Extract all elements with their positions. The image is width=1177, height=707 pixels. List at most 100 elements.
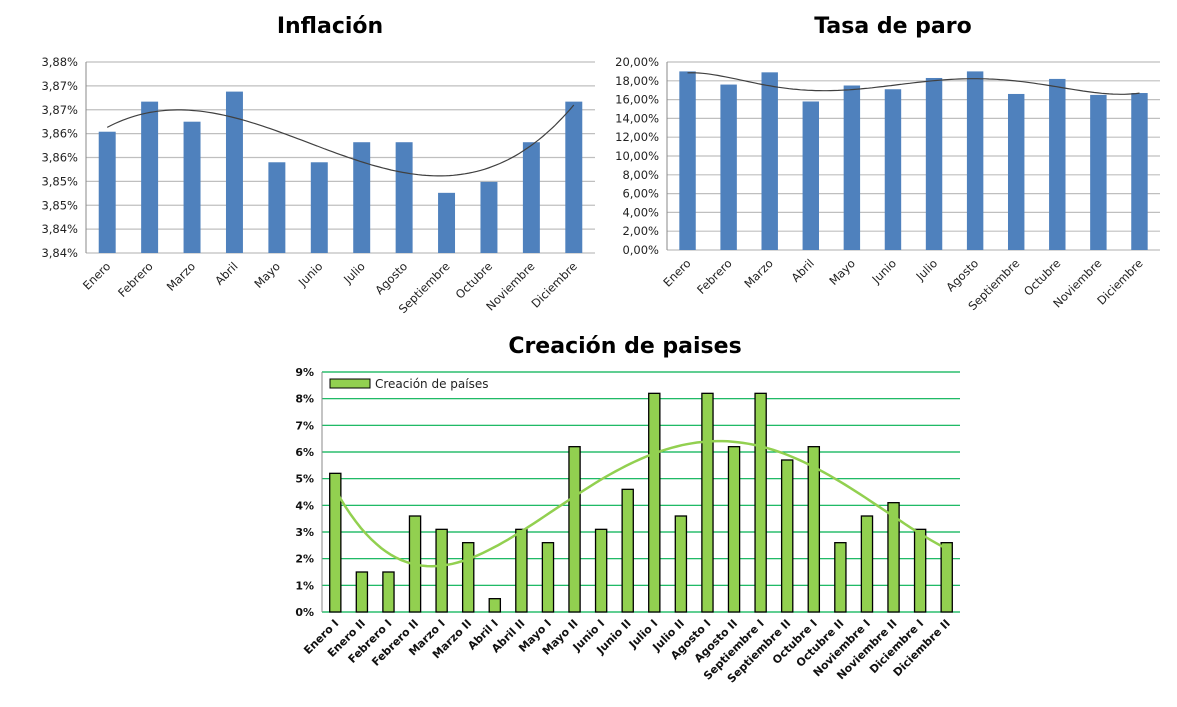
trendline (334, 439, 948, 568)
x-tick-label: Agosto (943, 256, 981, 294)
bar (183, 121, 201, 253)
y-tick-label: 8,00% (622, 168, 659, 182)
bar (884, 89, 902, 250)
y-tick-label: 0,00% (622, 243, 659, 257)
x-tick-label: Junio (295, 259, 326, 290)
bar (141, 101, 159, 253)
bar (594, 528, 608, 613)
bar (648, 392, 661, 613)
bar (966, 71, 984, 251)
x-tick-label: Marzo (741, 256, 775, 290)
bar (940, 542, 953, 613)
chart-title: Creación de paises (508, 334, 741, 359)
bar (727, 446, 741, 613)
bar (225, 91, 243, 253)
y-tick-label: 2,00% (622, 224, 659, 238)
x-tick-label: Junio (869, 256, 900, 287)
bar (1007, 93, 1025, 251)
legend-swatch (329, 378, 371, 389)
bar (887, 502, 900, 613)
bar (329, 472, 342, 613)
bar (834, 542, 847, 613)
bar (461, 542, 475, 613)
bar (488, 598, 502, 613)
x-tick-label: Abril (212, 259, 240, 287)
y-tick-label: 3,85% (41, 198, 78, 212)
legend-label: Creación de países (375, 377, 488, 391)
bar (701, 392, 714, 613)
x-tick-label: Mayo (251, 259, 283, 291)
y-tick-label: 3,86% (41, 151, 78, 165)
y-tick-label: 3,87% (41, 103, 78, 117)
y-tick-label: 14,00% (615, 111, 659, 125)
bar (780, 459, 794, 613)
y-tick-label: 8% (295, 393, 314, 406)
x-tick-label: Marzo (164, 259, 198, 293)
y-tick-label: 7% (295, 419, 314, 432)
bar (568, 446, 581, 613)
bar (515, 528, 528, 613)
trendline (106, 104, 575, 177)
bar (310, 162, 328, 253)
y-tick-label: 3,84% (41, 246, 78, 260)
x-tick-label: Enero (80, 259, 113, 292)
bar (860, 515, 874, 613)
x-tick-label: Febrero (115, 259, 156, 300)
bar (435, 528, 448, 613)
y-tick-label: 3,88% (41, 55, 78, 69)
chart-0: Inflación 3,84% 3,84% 3,85% 3,85% 3,86% 3,86% 3… (41, 14, 595, 316)
x-tick-label: Febrero (694, 256, 735, 297)
x-tick-label: Diciembre (529, 259, 580, 310)
bar (565, 101, 583, 253)
bar (807, 446, 821, 613)
y-tick-label: 10,00% (615, 149, 659, 163)
y-tick-label: 16,00% (615, 93, 659, 107)
bar (621, 488, 634, 613)
bar (674, 515, 688, 613)
y-tick-label: 3,87% (41, 79, 78, 93)
bar (913, 528, 927, 613)
bar (754, 392, 767, 613)
trendline (687, 72, 1140, 95)
y-tick-label: 3,85% (41, 174, 78, 188)
y-tick-label: 20,00% (615, 55, 659, 69)
chart-2: Creación de paises0%1%2%3%4%5%6%7%8%9%En… (295, 334, 960, 686)
y-tick-label: 3,86% (41, 127, 78, 141)
bar (1090, 94, 1107, 251)
y-tick-label: 2% (295, 553, 314, 566)
x-tick-label: Octubre (1021, 256, 1063, 298)
y-tick-label: 4,00% (622, 205, 659, 219)
bar (480, 181, 498, 253)
bar (679, 71, 696, 251)
bar (802, 101, 820, 250)
x-tick-label: Agosto (372, 259, 410, 297)
y-tick-label: 4% (295, 499, 314, 512)
y-tick-label: 5% (295, 473, 314, 486)
y-tick-label: 3,84% (41, 222, 78, 236)
x-tick-label: Octubre (453, 259, 495, 301)
bar (395, 142, 413, 253)
bar (541, 542, 555, 613)
y-tick-label: 0% (295, 606, 314, 619)
bar (355, 571, 369, 613)
y-tick-label: 9% (295, 366, 314, 379)
y-tick-label: 12,00% (615, 130, 659, 144)
y-tick-label: 6,00% (622, 187, 659, 201)
bar (268, 162, 286, 253)
bar (925, 77, 943, 250)
bar (438, 192, 456, 253)
y-tick-label: 18,00% (615, 74, 659, 88)
x-tick-label: Julio (340, 259, 368, 287)
bar (761, 72, 778, 250)
y-tick-label: 1% (295, 579, 314, 592)
bar (1049, 78, 1066, 250)
x-tick-label: Enero (660, 256, 693, 289)
x-tick-label: Julio (913, 256, 941, 284)
y-tick-label: 6% (295, 446, 314, 459)
bar (1131, 93, 1148, 251)
chart-title: Inflación (277, 14, 383, 39)
bar (353, 142, 371, 253)
x-tick-label: Abril (788, 256, 816, 284)
bar (843, 85, 861, 250)
